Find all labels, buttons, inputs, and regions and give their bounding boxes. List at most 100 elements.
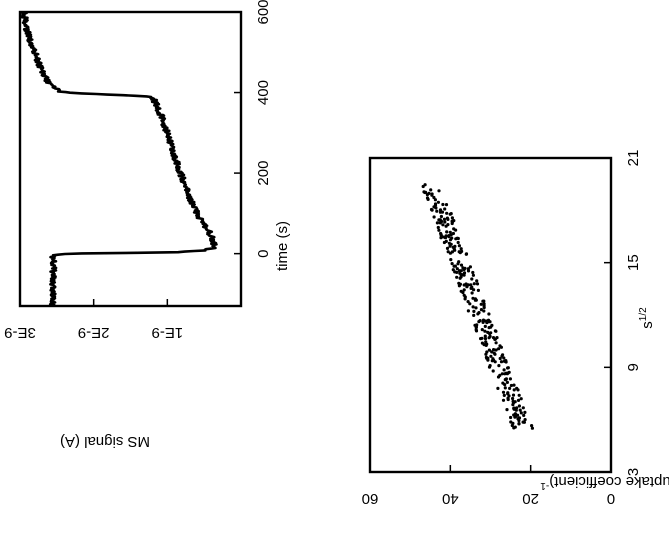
uptake-data-point xyxy=(510,423,514,428)
uptake-data-point xyxy=(498,356,502,361)
uptake-data-point xyxy=(508,386,512,390)
uptake-data-point xyxy=(435,209,439,213)
ms-signal-x-tick-label: 600 xyxy=(255,0,272,25)
uptake-data-point xyxy=(491,357,495,361)
uptake-data-point xyxy=(462,267,466,272)
uptake-data-point xyxy=(422,190,426,194)
uptake-data-point xyxy=(472,309,476,313)
uptake-data-point xyxy=(487,348,491,352)
uptake-data-point xyxy=(474,329,479,333)
uptake-data-point xyxy=(471,296,475,300)
uptake-data-point xyxy=(519,411,523,415)
uptake-data-point xyxy=(503,372,507,376)
uptake-data-point xyxy=(512,407,516,411)
uptake-data-point xyxy=(484,352,488,356)
uptake-data-point xyxy=(493,337,497,341)
uptake-data-point xyxy=(497,364,501,368)
uptake-y-axis-label: (uptake coefficient)-1 xyxy=(540,473,669,491)
uptake-data-point xyxy=(494,341,498,345)
uptake-data-point xyxy=(517,404,522,408)
uptake-data-point xyxy=(471,273,475,277)
uptake-data-point xyxy=(508,377,512,381)
ms-signal-x-tick-label: 0 xyxy=(255,249,272,257)
uptake-x-axis-label: s1/2 xyxy=(638,307,656,329)
uptake-plot-frame xyxy=(368,156,613,474)
uptake-data-point xyxy=(476,288,480,292)
uptake-data-point xyxy=(432,195,436,200)
uptake-data-point xyxy=(477,311,481,315)
uptake-data-point xyxy=(502,393,506,397)
uptake-data-point xyxy=(462,283,466,287)
uptake-scatter-points xyxy=(421,183,535,430)
uptake-data-point xyxy=(482,304,486,308)
uptake-data-point xyxy=(458,276,462,280)
uptake-data-point xyxy=(450,250,454,254)
uptake-data-point xyxy=(503,378,507,382)
uptake-data-point xyxy=(503,383,507,387)
uptake-data-point xyxy=(515,406,519,410)
uptake-data-point xyxy=(514,414,518,418)
uptake-data-point xyxy=(490,350,494,354)
ms-signal-plot-frame xyxy=(18,10,243,308)
uptake-data-point xyxy=(437,189,441,193)
uptake-data-point xyxy=(512,383,516,387)
uptake-data-point xyxy=(516,398,521,402)
uptake-data-point xyxy=(439,236,443,240)
uptake-x-tick-label: 21 xyxy=(625,150,642,167)
uptake-data-point xyxy=(425,196,430,200)
uptake-data-point xyxy=(455,275,459,279)
uptake-y-tick-label: 40 xyxy=(442,490,459,507)
uptake-data-point xyxy=(455,270,459,274)
uptake-data-point xyxy=(457,269,462,273)
uptake-y-tick-label: 0 xyxy=(607,490,615,507)
uptake-data-point xyxy=(468,302,472,306)
uptake-data-point xyxy=(436,200,440,204)
uptake-data-point xyxy=(530,424,534,428)
uptake-data-point xyxy=(470,291,474,295)
uptake-data-point xyxy=(487,312,491,316)
uptake-data-point xyxy=(446,250,450,254)
uptake-data-point xyxy=(450,262,454,266)
uptake-data-point xyxy=(438,210,443,214)
uptake-data-point xyxy=(429,188,433,192)
uptake-x-axis-label-superscript: 1/2 xyxy=(638,307,649,321)
uptake-data-point xyxy=(480,328,484,332)
uptake-x-tick-label: 9 xyxy=(625,363,642,371)
uptake-data-point xyxy=(503,386,507,390)
uptake-data-point xyxy=(470,285,474,289)
uptake-data-point xyxy=(489,325,493,329)
ms-signal-trace xyxy=(20,11,218,307)
uptake-data-point xyxy=(510,396,515,401)
uptake-data-point xyxy=(481,318,486,322)
uptake-data-point xyxy=(502,356,506,360)
uptake-data-point xyxy=(440,219,444,224)
uptake-data-point xyxy=(452,264,456,268)
uptake-data-point xyxy=(491,369,495,373)
uptake-data-point xyxy=(443,207,447,211)
uptake-data-point xyxy=(489,354,493,358)
uptake-y-tick-label: 60 xyxy=(362,490,379,507)
uptake-data-point xyxy=(496,386,500,390)
uptake-data-point xyxy=(473,323,477,327)
uptake-data-point xyxy=(483,337,488,341)
uptake-data-point xyxy=(487,365,492,369)
uptake-x-ticks: 3 9 15 21 xyxy=(604,150,642,476)
uptake-data-point xyxy=(502,359,506,363)
uptake-data-point xyxy=(497,347,501,351)
uptake-chart: 3 9 15 21 0 20 40 60 s1/2 (uptake coefficient)… xyxy=(362,150,669,507)
uptake-data-point xyxy=(506,392,510,396)
uptake-y-ticks: 0 20 40 60 xyxy=(362,465,615,507)
uptake-data-point xyxy=(457,284,461,288)
uptake-data-point xyxy=(445,246,450,250)
ms-signal-y-ticks: 1E-9 2E-9 3E-9 xyxy=(4,299,183,341)
uptake-data-point xyxy=(448,238,453,242)
uptake-data-point xyxy=(457,244,461,248)
uptake-data-point xyxy=(452,219,456,223)
uptake-data-point xyxy=(471,270,475,275)
uptake-data-point xyxy=(487,336,491,340)
uptake-data-point xyxy=(494,329,498,333)
uptake-data-point xyxy=(449,212,453,216)
uptake-data-point xyxy=(470,277,474,281)
uptake-data-point xyxy=(505,372,509,376)
uptake-data-point xyxy=(505,408,509,412)
